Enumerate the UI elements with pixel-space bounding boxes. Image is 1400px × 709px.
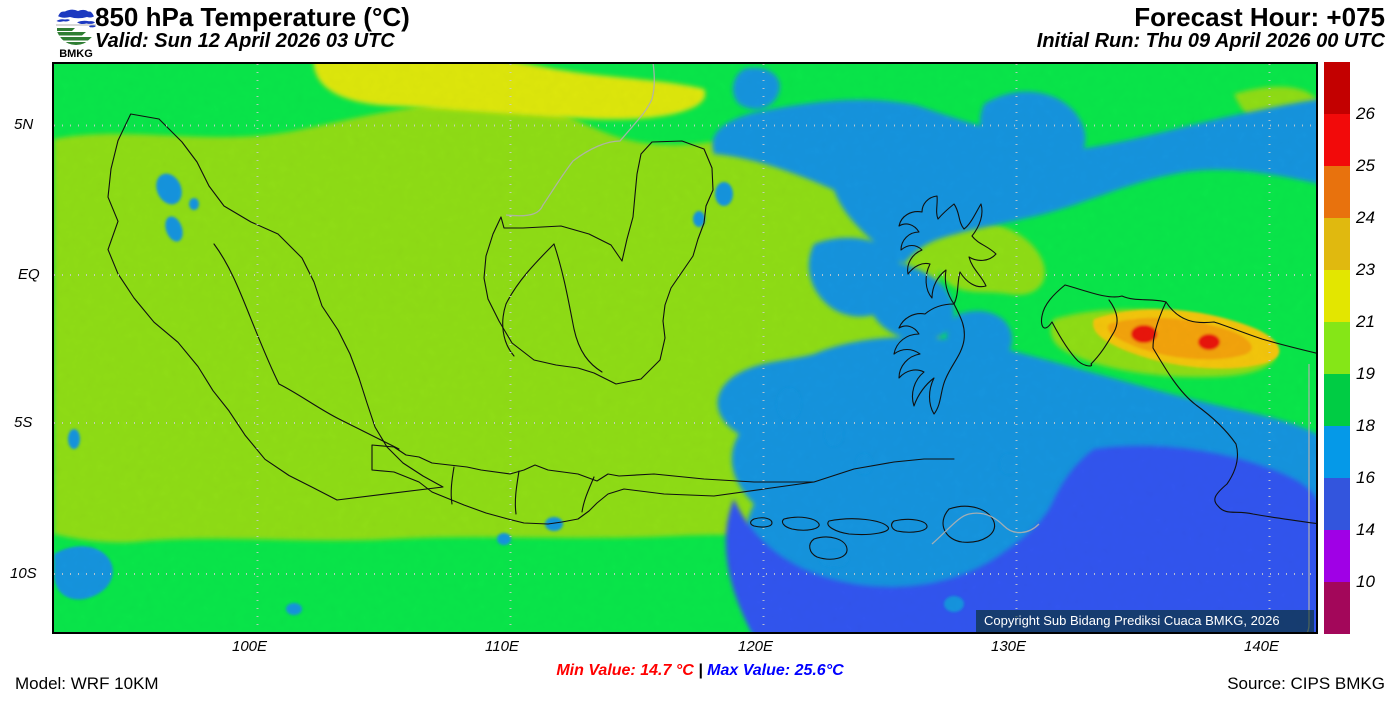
svg-text:BMKG: BMKG <box>59 48 93 59</box>
